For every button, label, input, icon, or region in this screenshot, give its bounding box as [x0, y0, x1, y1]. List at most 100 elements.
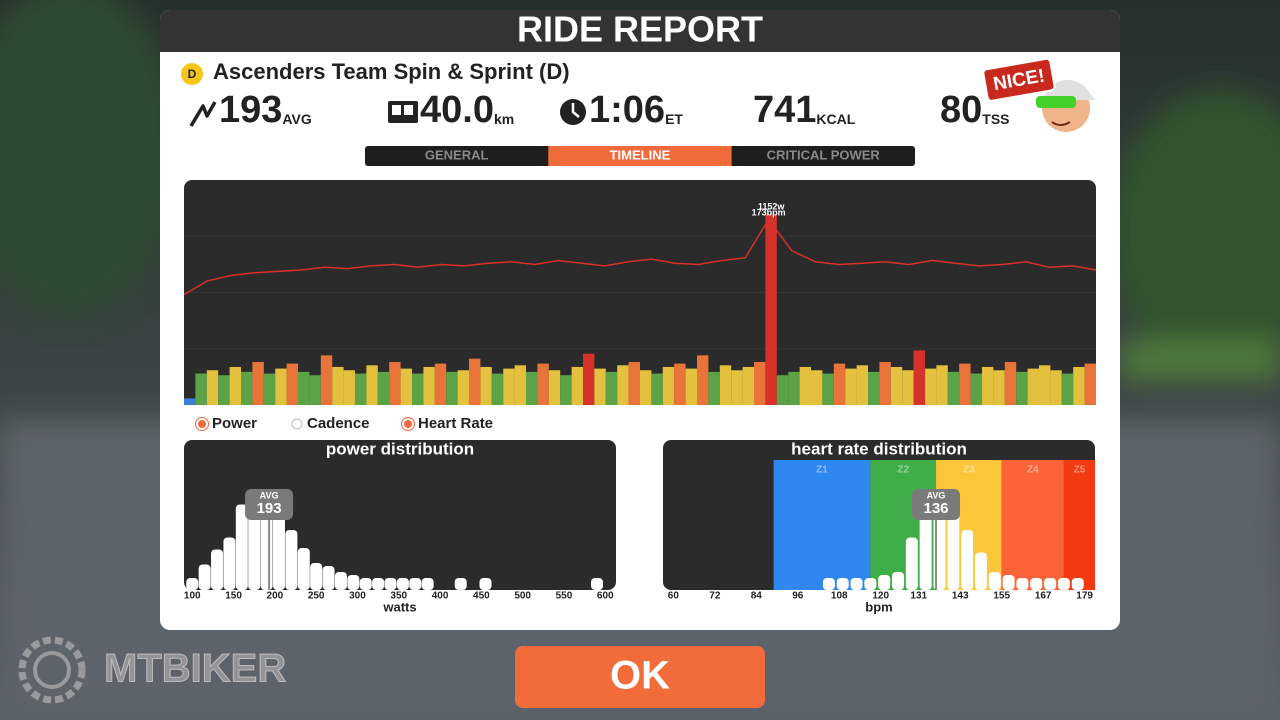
power-bar — [628, 361, 640, 405]
power-bar — [286, 363, 298, 405]
histogram-bar — [297, 548, 310, 590]
x-tick-label: 120 — [872, 591, 889, 602]
power-bar — [252, 361, 264, 405]
histogram-bar — [878, 575, 891, 590]
power-bar — [993, 370, 1005, 405]
power-bar — [902, 370, 914, 405]
avg-bubble — [912, 489, 961, 520]
header-title: RIDE REPORT — [517, 9, 763, 50]
category-badge — [181, 63, 203, 85]
tab-active[interactable] — [548, 146, 732, 166]
hr-zone-label: Z4 — [1027, 465, 1039, 476]
x-tick-label: 179 — [1076, 591, 1093, 602]
power-bar — [1084, 363, 1096, 405]
legend-dot[interactable] — [196, 418, 208, 430]
histogram-bar — [310, 563, 323, 590]
x-tick-label: 60 — [668, 591, 680, 602]
power-bar — [719, 365, 732, 405]
power-bar — [184, 398, 196, 405]
power-bar — [640, 370, 652, 405]
power-bar — [389, 361, 401, 405]
hr-zone — [1063, 460, 1095, 590]
power-bar — [514, 365, 526, 405]
legend-dot[interactable] — [291, 418, 303, 430]
legend-label[interactable]: Heart Rate — [418, 415, 493, 432]
heart-rate-peak-label: 173bpm — [752, 207, 786, 217]
power-bar — [925, 368, 937, 405]
histogram-bar — [836, 578, 849, 590]
histogram-bar — [235, 504, 248, 590]
power-bar — [275, 368, 287, 405]
distribution-title: heart rate distribution — [791, 439, 967, 458]
power-bar — [206, 370, 219, 405]
power-bar — [423, 366, 435, 405]
category-letter: D — [188, 67, 197, 81]
x-tick-label: 500 — [514, 591, 531, 602]
power-bar — [594, 368, 606, 405]
power-bar — [343, 370, 355, 405]
histogram-bar — [421, 578, 434, 590]
power-bar — [845, 368, 857, 405]
power-bar — [742, 366, 754, 405]
histogram-bar — [1071, 578, 1084, 590]
histogram-bar — [409, 578, 422, 590]
legend-label[interactable]: Power — [212, 415, 257, 432]
power-bar — [503, 368, 515, 405]
x-tick-label: 96 — [792, 591, 804, 602]
power-bar — [674, 363, 686, 405]
distribution-title: power distribution — [326, 439, 474, 458]
x-tick-label: 167 — [1035, 591, 1052, 602]
power-bar — [491, 373, 504, 405]
power-bar — [833, 363, 846, 405]
distance-icon-digit — [404, 105, 413, 115]
power-bar — [560, 375, 572, 405]
stat-value: 1:06 — [589, 89, 665, 131]
legend-label[interactable]: Cadence — [307, 415, 370, 432]
tree — [0, 0, 180, 320]
tab[interactable]: TIMELINE — [610, 147, 671, 162]
power-bar — [1050, 370, 1062, 405]
tree — [1110, 90, 1280, 370]
x-tick-label: 350 — [390, 591, 407, 602]
power-bar — [195, 373, 207, 405]
power-bar — [1016, 371, 1028, 405]
power-bar — [868, 371, 880, 405]
ok-button[interactable] — [515, 646, 765, 708]
stat-value: 193 — [219, 89, 282, 131]
power-bar — [697, 355, 709, 405]
power-bar — [229, 366, 241, 405]
hr-zone-label: Z5 — [1074, 465, 1086, 476]
ok-button-label[interactable]: OK — [610, 654, 670, 698]
stat: 40.0km — [420, 89, 514, 131]
histogram-bar — [211, 549, 224, 590]
x-tick-label: 400 — [432, 591, 449, 602]
watermark-gear — [18, 636, 86, 704]
power-bar — [320, 355, 333, 405]
histogram-bar — [919, 515, 932, 590]
x-tick-label: 200 — [267, 591, 284, 602]
power-bar — [685, 368, 697, 405]
tab[interactable]: GENERAL — [425, 147, 489, 162]
power-bar — [298, 371, 310, 405]
power-bar — [446, 371, 458, 405]
legend-dot[interactable] — [402, 418, 414, 430]
power-bar — [537, 363, 549, 405]
power-bar — [879, 361, 891, 405]
power-bar — [377, 371, 390, 405]
x-tick-label: 155 — [993, 591, 1010, 602]
power-bar — [776, 375, 789, 405]
x-tick-label: 108 — [831, 591, 848, 602]
stat-unit: ET — [665, 111, 683, 127]
avatar-goggles — [1036, 96, 1076, 108]
legend-dot-ring — [195, 417, 209, 431]
histogram-bar — [1044, 578, 1057, 590]
tab[interactable]: CRITICAL POWER — [767, 147, 881, 162]
stat-value: 741 — [753, 89, 816, 131]
histogram-bar — [285, 530, 298, 590]
histogram-bar — [322, 566, 335, 590]
power-bar — [970, 373, 982, 405]
histogram-bar — [892, 572, 905, 590]
power-bar — [1004, 361, 1017, 405]
x-tick-label: 143 — [952, 591, 969, 602]
